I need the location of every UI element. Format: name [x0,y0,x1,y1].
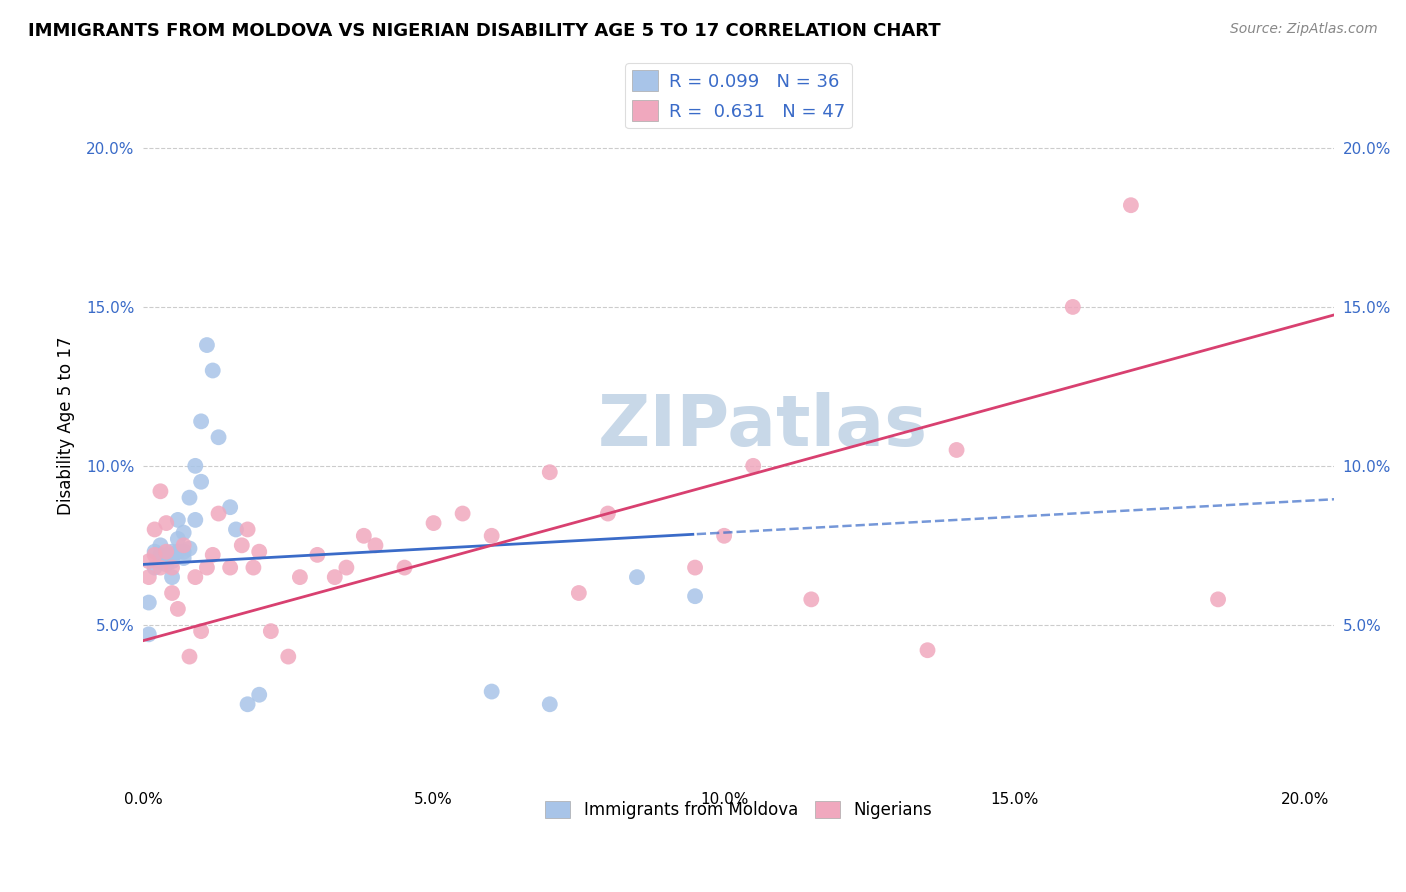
Point [277,649,299,664]
Point [207,430,229,444]
Point [138,554,160,568]
Point [225,523,247,537]
Point [149,560,172,574]
Point [247,688,270,702]
Point [422,516,444,530]
Point [207,507,229,521]
Point [568,586,591,600]
Point [143,548,166,562]
Point [260,624,283,639]
Text: IMMIGRANTS FROM MOLDOVA VS NIGERIAN DISABILITY AGE 5 TO 17 CORRELATION CHART: IMMIGRANTS FROM MOLDOVA VS NIGERIAN DISA… [28,22,941,40]
Point [160,586,183,600]
Point [335,560,357,574]
Point [190,624,212,639]
Point [143,523,166,537]
Point [160,554,183,568]
Point [190,475,212,489]
Point [149,548,172,562]
Point [184,458,207,473]
Point [683,589,706,603]
Point [626,570,648,584]
Point [155,551,177,566]
Point [138,627,160,641]
Point [160,570,183,584]
Point [173,551,195,566]
Point [184,570,207,584]
Legend: Immigrants from Moldova, Nigerians: Immigrants from Moldova, Nigerians [538,794,938,825]
Point [190,414,212,428]
Point [179,541,201,556]
Point [307,548,329,562]
Point [596,507,619,521]
Point [538,698,561,712]
Point [917,643,939,657]
Point [1062,300,1084,314]
Point [160,548,183,562]
Point [451,507,474,521]
Point [247,544,270,558]
Point [179,491,201,505]
Point [149,538,172,552]
Point [167,513,190,527]
Point [143,544,166,558]
Point [538,465,561,479]
Point [242,560,264,574]
Point [742,458,765,473]
Point [160,560,183,574]
Point [173,525,195,540]
Point [236,698,259,712]
Point [138,596,160,610]
Point [231,538,253,552]
Point [138,570,160,584]
Point [155,544,177,558]
Point [323,570,346,584]
Point [149,484,172,499]
Point [683,560,706,574]
Point [713,529,735,543]
Text: ZIPatlas: ZIPatlas [598,392,928,460]
Point [143,560,166,574]
Point [201,548,224,562]
Point [800,592,823,607]
Point [173,538,195,552]
Point [945,442,967,457]
Point [179,649,201,664]
Point [1206,592,1229,607]
Point [1119,198,1142,212]
Point [149,554,172,568]
Point [219,500,242,515]
Point [364,538,387,552]
Point [219,560,242,574]
Y-axis label: Disability Age 5 to 17: Disability Age 5 to 17 [58,337,75,516]
Point [481,529,503,543]
Point [167,532,190,546]
Point [173,544,195,558]
Point [155,558,177,572]
Point [184,513,207,527]
Point [167,602,190,616]
Point [394,560,416,574]
Point [288,570,311,584]
Point [160,544,183,558]
Point [236,523,259,537]
Text: Source: ZipAtlas.com: Source: ZipAtlas.com [1230,22,1378,37]
Point [353,529,375,543]
Point [155,516,177,530]
Point [167,544,190,558]
Point [481,684,503,698]
Point [195,560,218,574]
Point [201,363,224,377]
Point [195,338,218,352]
